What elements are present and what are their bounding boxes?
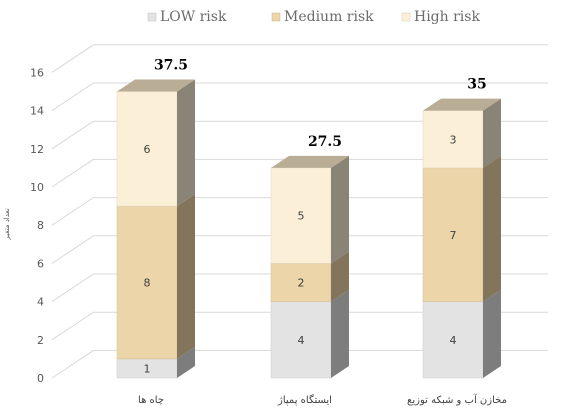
y-tick-label: 12 — [30, 143, 44, 156]
gridline — [51, 311, 548, 341]
bar-segment-side — [177, 79, 195, 207]
bar-segment-side — [483, 289, 501, 378]
bar-segment-front — [116, 205, 178, 360]
gridline — [51, 158, 548, 188]
bar-segment-front — [270, 263, 332, 302]
x-category-label: چاه ها — [138, 395, 164, 406]
legend-swatch — [147, 12, 157, 22]
bar-segment-side — [483, 98, 501, 168]
y-tick-label: 4 — [37, 296, 44, 309]
bar-segment-side — [331, 289, 349, 378]
bar-segment-front — [270, 301, 332, 379]
bar-segment-side — [177, 194, 195, 359]
gridline — [51, 349, 548, 379]
total-label: 27.5 — [308, 134, 342, 150]
y-tick-label: 10 — [30, 181, 44, 194]
legend-swatch — [271, 12, 281, 22]
segment-value-label: 7 — [450, 229, 457, 242]
bar-segment-front — [422, 110, 484, 169]
segment-value-label: 4 — [450, 334, 457, 347]
bar-top — [117, 79, 195, 92]
bar-stack: 4 2 5 27.5 — [270, 134, 349, 379]
bar-stack: 1 8 6 37.5 — [116, 58, 195, 379]
legend-label: LOW risk — [160, 9, 227, 25]
y-tick-label: 16 — [30, 66, 44, 79]
bar-top — [423, 98, 501, 111]
x-axis: چاه ها ایستگاه پمپاژ مخازن آب و شبکه توزیع — [138, 393, 507, 406]
gridlines — [51, 44, 548, 379]
segment-value-label: 4 — [298, 334, 305, 347]
bar-segment-side — [331, 251, 349, 302]
bar-stack: 4 7 3 35 — [422, 77, 501, 379]
x-category-label: ایستگاه پمپاژ — [277, 394, 332, 406]
bar-segment-front — [422, 167, 484, 302]
gridline — [51, 197, 548, 226]
gridline — [51, 120, 548, 150]
legend-label: High risk — [414, 9, 480, 25]
segment-value-label: 6 — [144, 143, 151, 156]
y-tick-label: 0 — [37, 372, 44, 385]
y-axis-label: تعداد متغیر — [3, 208, 11, 241]
bar-top — [271, 155, 349, 168]
y-axis: 0 2 4 6 8 10 12 14 16 — [30, 66, 44, 385]
segment-value-label: 8 — [144, 277, 151, 290]
bar-segment-side — [483, 155, 501, 302]
legend-label: Medium risk — [284, 9, 374, 25]
total-label: 37.5 — [154, 58, 188, 74]
gridline — [51, 235, 548, 264]
gridline — [51, 273, 548, 303]
bar-segment-side — [331, 155, 349, 264]
bar-segment-front — [422, 301, 484, 379]
gridline — [51, 82, 548, 112]
segment-value-label: 2 — [298, 277, 305, 290]
y-tick-label: 2 — [37, 334, 44, 347]
y-tick-label: 8 — [37, 219, 44, 232]
bar-segment-front — [116, 91, 178, 207]
segment-value-label: 3 — [450, 133, 457, 146]
segment-value-label: 5 — [298, 210, 305, 223]
bars: 1 8 6 37.5 4 2 5 27.5 4 7 3 35 — [116, 58, 501, 379]
y-tick-label: 6 — [37, 257, 44, 270]
legend-swatch — [401, 12, 411, 22]
gridline — [51, 44, 548, 73]
legend: LOW risk Medium risk High risk — [147, 9, 480, 25]
bar-segment-side — [177, 346, 195, 378]
bar-segment-front — [270, 167, 332, 264]
y-tick-label: 14 — [30, 105, 44, 118]
total-label: 35 — [467, 77, 486, 93]
x-category-label: مخازن آب و شبکه توزیع — [407, 393, 507, 406]
segment-value-label: 1 — [144, 362, 151, 375]
